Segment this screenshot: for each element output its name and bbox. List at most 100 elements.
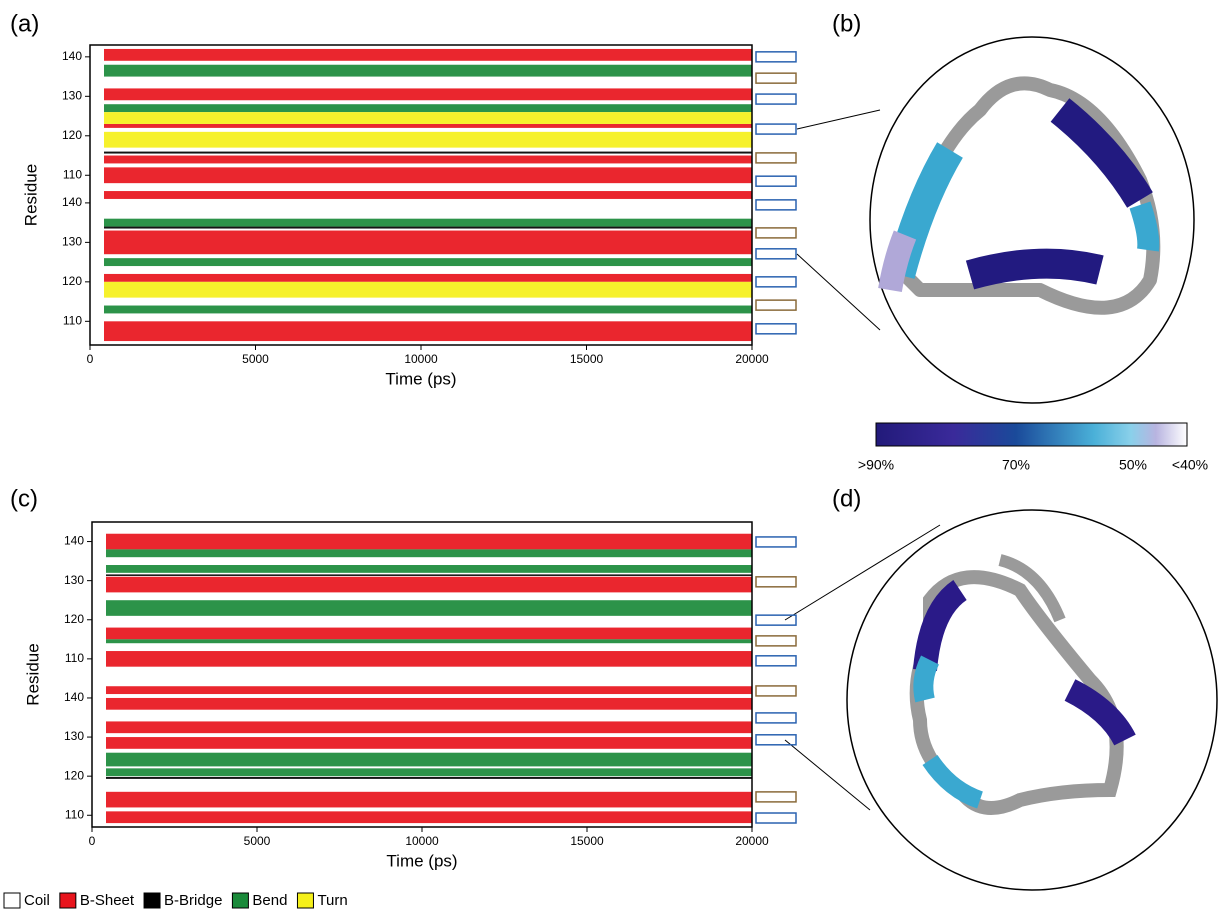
band [104,305,752,314]
band [106,574,752,576]
colorbar-label: <40% [1172,457,1208,473]
strand-box [755,72,797,84]
band [104,64,752,77]
colorbar [875,422,1188,447]
y-axis-title: Residue [23,643,42,705]
band [106,565,752,573]
y-tick-label: 110 [63,313,82,327]
band [106,752,752,767]
strand-box [755,712,797,724]
x-axis-title: Time (ps) [386,851,457,870]
band [104,167,752,184]
band [104,321,752,342]
strand-box [755,248,797,260]
structure-b [796,36,1195,404]
x-tick-label: 20000 [735,834,769,848]
y-tick-label: 140 [64,534,84,548]
legend-label: Coil [24,892,50,909]
strand-box [755,576,797,588]
band [104,131,752,148]
y-tick-label: 120 [64,612,84,626]
legend-label: B-Sheet [80,892,135,909]
structure-d [784,509,1218,891]
strand-box [755,323,797,335]
y-tick-label: 120 [62,274,82,288]
strand-box [755,614,797,626]
x-tick-label: 5000 [242,352,269,366]
x-tick-label: 10000 [404,352,438,366]
legend-label: Bend [252,892,287,909]
strand-box [755,734,797,746]
x-tick-label: 0 [89,834,96,848]
band [106,737,752,749]
y-axis-title: Residue [21,164,40,226]
band [104,151,752,154]
y-tick-label: 140 [62,49,82,63]
band [106,651,752,667]
legend-swatch [3,892,21,909]
band [106,576,752,593]
band [104,112,752,124]
y-tick-label: 140 [62,195,82,209]
band [104,155,752,164]
strand-box [755,536,797,548]
strand-box [755,93,797,105]
strand-box [755,655,797,667]
panel-label: (a) [10,10,39,37]
y-tick-label: 130 [62,235,82,249]
strand-box [755,175,797,187]
panel-label: (b) [832,10,861,37]
legend-swatch [143,892,161,909]
x-tick-label: 10000 [405,834,439,848]
x-tick-label: 15000 [570,834,604,848]
band [104,191,752,199]
band [104,123,752,128]
band [106,791,752,808]
band [106,533,752,550]
legend-label: Turn [317,892,347,909]
band [106,549,752,558]
band [106,776,752,779]
y-tick-label: 130 [64,573,84,587]
x-tick-label: 0 [87,352,94,366]
band [104,230,752,255]
band [104,48,752,61]
band [106,600,752,616]
panel-label: (c) [10,485,38,512]
x-axis-title: Time (ps) [385,369,456,388]
band [104,258,752,267]
y-tick-label: 110 [65,651,84,665]
colorbar-label: >90% [858,457,894,473]
band [106,639,752,644]
band [106,811,752,824]
legend-label: B-Bridge [164,892,222,909]
colorbar-label: 70% [1002,457,1030,473]
band [104,218,752,227]
strand-box [755,276,797,288]
y-tick-label: 110 [63,167,82,181]
strand-box [755,123,797,135]
band [104,88,752,101]
band [106,721,752,734]
y-tick-label: 110 [65,807,84,821]
strand-box [755,199,797,211]
strand-box [755,227,797,239]
x-tick-label: 5000 [244,834,271,848]
strand-box [755,812,797,824]
strand-box [755,791,797,803]
band [106,697,752,710]
band [104,226,752,229]
band [104,104,752,113]
legend: Coil B-Sheet B-Bridge Bend Turn [3,892,348,909]
legend-swatch [59,892,77,909]
y-tick-label: 130 [64,729,84,743]
x-tick-label: 15000 [570,352,604,366]
strand-box [755,152,797,164]
band [106,627,752,640]
legend-swatch [231,892,249,909]
y-tick-label: 120 [62,128,82,142]
y-tick-label: 130 [62,88,82,102]
strand-box [755,299,797,311]
